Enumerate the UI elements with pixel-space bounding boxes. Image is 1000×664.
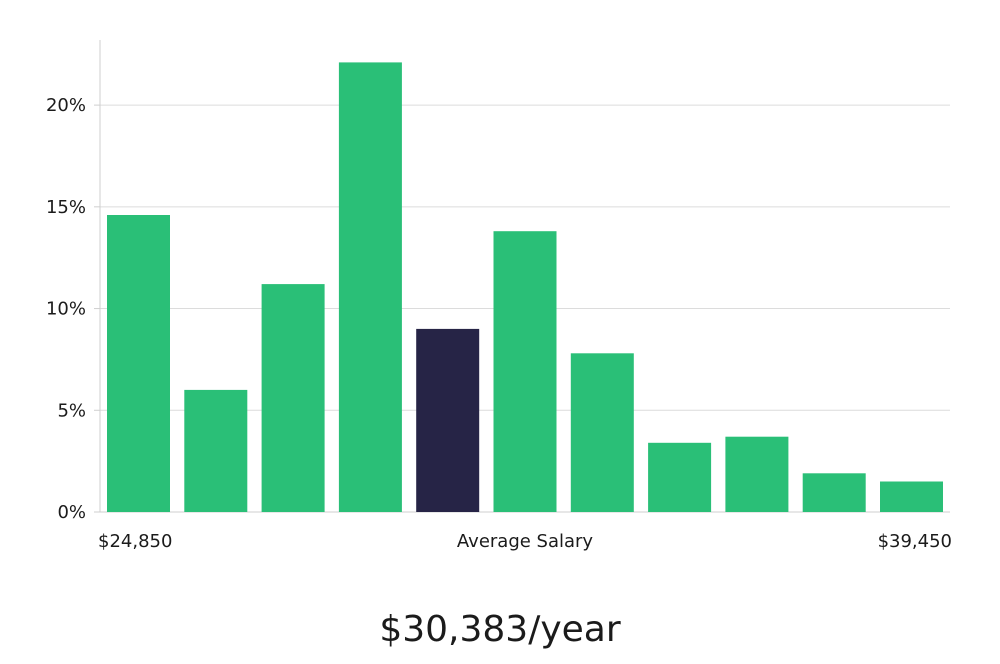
axis-layer: [94, 40, 101, 513]
salary-bar: [493, 231, 557, 512]
y-tick-label: 10%: [46, 299, 86, 320]
bar-layer: [107, 62, 943, 513]
salary-bar: [725, 436, 789, 512]
salary-bar: [184, 389, 248, 512]
salary-bar: [880, 481, 943, 512]
salary-bar: [648, 442, 712, 512]
y-tick-label: 5%: [57, 400, 86, 421]
salary-bar: [338, 62, 402, 513]
x-axis-min-label: $24,850: [98, 531, 172, 552]
y-tick-label: 20%: [46, 95, 86, 116]
salary-bar: [570, 353, 634, 512]
salary-bar: [107, 215, 170, 512]
label-layer: $24,850 Average Salary $39,450 0% 5% 10% 15…: [46, 95, 952, 552]
salary-bar: [261, 284, 325, 512]
y-tick-label: 15%: [46, 197, 86, 218]
average-salary-value: $30,383/year: [379, 609, 621, 650]
salary-bar-average: [416, 328, 480, 512]
x-axis-center-label: Average Salary: [457, 531, 594, 552]
x-axis-max-label: $39,450: [878, 531, 952, 552]
y-tick-label: 0%: [57, 502, 86, 523]
salary-bar: [802, 473, 866, 512]
